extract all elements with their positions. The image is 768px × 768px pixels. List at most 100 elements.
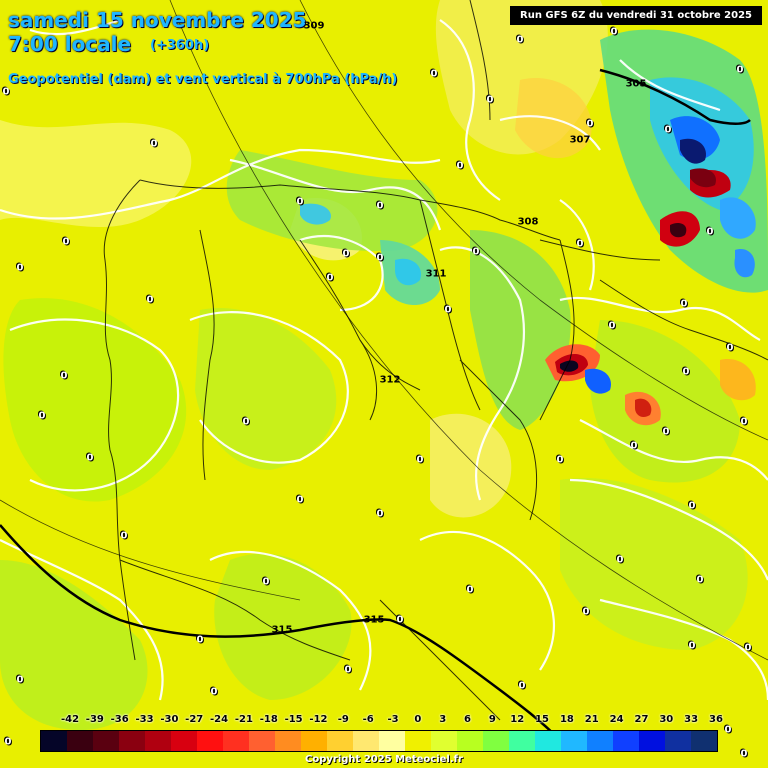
legend-tick-label: -9 (337, 714, 349, 725)
legend-swatch (171, 731, 197, 751)
contour-label: 0 (472, 246, 480, 258)
isoheight-label: 315 (271, 624, 293, 636)
legend-swatch (67, 731, 93, 751)
legend-tick-label: 21 (584, 714, 599, 725)
legend-tick-label: -12 (309, 714, 328, 725)
isoheight-label: 307 (569, 134, 591, 146)
contour-label: 0 (706, 226, 714, 238)
legend-colorbar (40, 730, 718, 752)
legend-swatch (249, 731, 275, 751)
contour-label: 0 (726, 342, 734, 354)
contour-label: 0 (62, 236, 70, 248)
legend-tick-label: -30 (160, 714, 179, 725)
legend-tick-label: -39 (85, 714, 104, 725)
contour-label: 0 (416, 454, 424, 466)
contour-label: 0 (146, 294, 154, 306)
contour-label: 0 (740, 416, 748, 428)
contour-label: 0 (456, 160, 464, 172)
legend-swatch (691, 731, 717, 751)
contour-label: 0 (608, 320, 616, 332)
contour-label: 0 (344, 664, 352, 676)
legend-tick-label: -3 (387, 714, 399, 725)
legend-tick-label: 36 (709, 714, 723, 725)
contour-label: 0 (120, 530, 128, 542)
contour-label: 0 (688, 640, 696, 652)
contour-label: 0 (150, 138, 158, 150)
contour-label: 0 (376, 508, 384, 520)
contour-label: 0 (582, 606, 590, 618)
legend-swatch (327, 731, 353, 751)
isoheight-label: 305 (625, 78, 647, 90)
contour-label: 0 (430, 68, 438, 80)
contour-label: 0 (630, 440, 638, 452)
legend-tick-label: -42 (60, 714, 80, 725)
contour-label: 0 (744, 642, 752, 654)
contour-label: 0 (736, 64, 744, 76)
legend-swatch (431, 731, 457, 751)
contour-label: 0 (376, 200, 384, 212)
legend-swatch (301, 731, 327, 751)
legend-swatch (509, 731, 535, 751)
contour-label: 0 (86, 452, 94, 464)
contour-label: 0 (556, 454, 564, 466)
legend-tick-label: -6 (362, 714, 374, 725)
contour-label: 0 (210, 686, 218, 698)
legend-tick-label: 0 (414, 714, 422, 725)
isoheight-label: 312 (379, 374, 401, 386)
legend-swatch (561, 731, 587, 751)
contour-label: 0 (4, 736, 12, 748)
legend-tick-label: -36 (110, 714, 129, 725)
isoheight-label: 311 (425, 268, 447, 280)
legend-swatch (379, 731, 405, 751)
legend-tick-label: -21 (234, 714, 253, 725)
contour-label: 0 (616, 554, 624, 566)
contour-label: 0 (16, 262, 24, 274)
contour-label: 0 (376, 252, 384, 264)
legend-swatch (197, 731, 223, 751)
contour-label: 0 (740, 748, 748, 760)
contour-label: 0 (576, 238, 584, 250)
legend-swatch (223, 731, 249, 751)
contour-label: 0 (396, 614, 404, 626)
legend-swatch (41, 731, 67, 751)
legend-tick-label: -24 (210, 714, 229, 725)
legend-tick-label: 18 (559, 714, 574, 725)
lead-time-label: (+360h) (150, 38, 210, 53)
contour-label: 0 (664, 124, 672, 136)
contour-label: 0 (696, 574, 704, 586)
legend-swatch (145, 731, 171, 751)
contour-label: 0 (662, 426, 670, 438)
legend-tick-label: 27 (634, 714, 649, 725)
contour-label: 0 (688, 500, 696, 512)
copyright-label: Copyright 2025 Meteociel.fr (305, 754, 463, 765)
legend-swatch (275, 731, 301, 751)
parameter-label: Geopotentiel (dam) et vent vertical à 70… (8, 72, 398, 87)
legend-tick-label: -18 (259, 714, 278, 725)
legend-tick-label: 12 (510, 714, 525, 725)
map-date-title: samedi 15 novembre 2025 (8, 8, 307, 32)
legend-swatch (119, 731, 145, 751)
legend-swatch (457, 731, 483, 751)
legend-swatch (535, 731, 561, 751)
contour-label: 0 (680, 298, 688, 310)
contour-label: 0 (38, 410, 46, 422)
contour-label: 0 (296, 196, 304, 208)
legend-swatch (353, 731, 379, 751)
contour-label: 0 (16, 674, 24, 686)
isoheight-label: 315 (363, 614, 385, 626)
legend-swatch (405, 731, 431, 751)
contour-label: 0 (296, 494, 304, 506)
legend-swatch (639, 731, 665, 751)
contour-label: 0 (682, 366, 690, 378)
contour-label: 0 (724, 724, 732, 736)
contour-label: 0 (518, 680, 526, 692)
contour-label: 0 (516, 34, 524, 46)
contour-label: 0 (60, 370, 68, 382)
legend-swatch (665, 731, 691, 751)
contour-label: 0 (610, 26, 618, 38)
legend-swatch (483, 731, 509, 751)
contour-label: 0 (586, 118, 594, 130)
contour-label: 0 (466, 584, 474, 596)
legend-swatch (93, 731, 119, 751)
